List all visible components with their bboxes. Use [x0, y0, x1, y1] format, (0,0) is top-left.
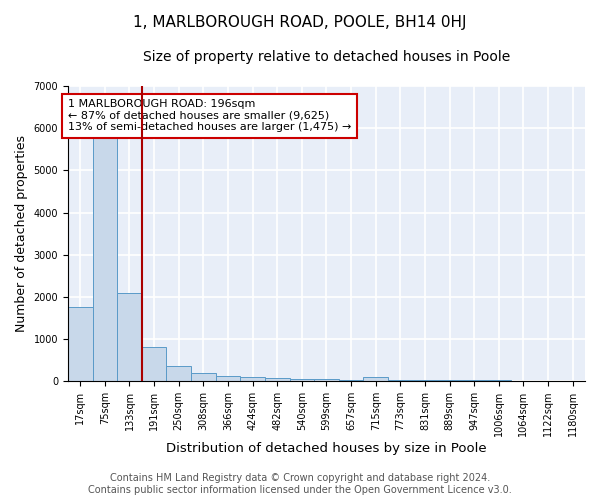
Bar — [413, 380, 437, 381]
Bar — [191, 373, 215, 381]
Text: 1, MARLBOROUGH ROAD, POOLE, BH14 0HJ: 1, MARLBOROUGH ROAD, POOLE, BH14 0HJ — [133, 15, 467, 30]
Text: 1 MARLBOROUGH ROAD: 196sqm
← 87% of detached houses are smaller (9,625)
13% of s: 1 MARLBOROUGH ROAD: 196sqm ← 87% of deta… — [68, 100, 351, 132]
Bar — [487, 380, 511, 381]
Bar — [265, 378, 290, 381]
Bar — [240, 377, 265, 381]
X-axis label: Distribution of detached houses by size in Poole: Distribution of detached houses by size … — [166, 442, 487, 455]
Bar — [92, 136, 117, 381]
Title: Size of property relative to detached houses in Poole: Size of property relative to detached ho… — [143, 50, 510, 64]
Bar — [166, 366, 191, 381]
Bar — [290, 378, 314, 381]
Bar — [142, 348, 166, 381]
Bar — [511, 380, 536, 381]
Bar — [215, 376, 240, 381]
Bar — [314, 379, 339, 381]
Bar — [462, 380, 487, 381]
Bar — [437, 380, 462, 381]
Bar — [339, 380, 364, 381]
Y-axis label: Number of detached properties: Number of detached properties — [15, 135, 28, 332]
Bar — [364, 377, 388, 381]
Bar — [68, 308, 92, 381]
Bar — [117, 292, 142, 381]
Bar — [388, 380, 413, 381]
Text: Contains HM Land Registry data © Crown copyright and database right 2024.
Contai: Contains HM Land Registry data © Crown c… — [88, 474, 512, 495]
